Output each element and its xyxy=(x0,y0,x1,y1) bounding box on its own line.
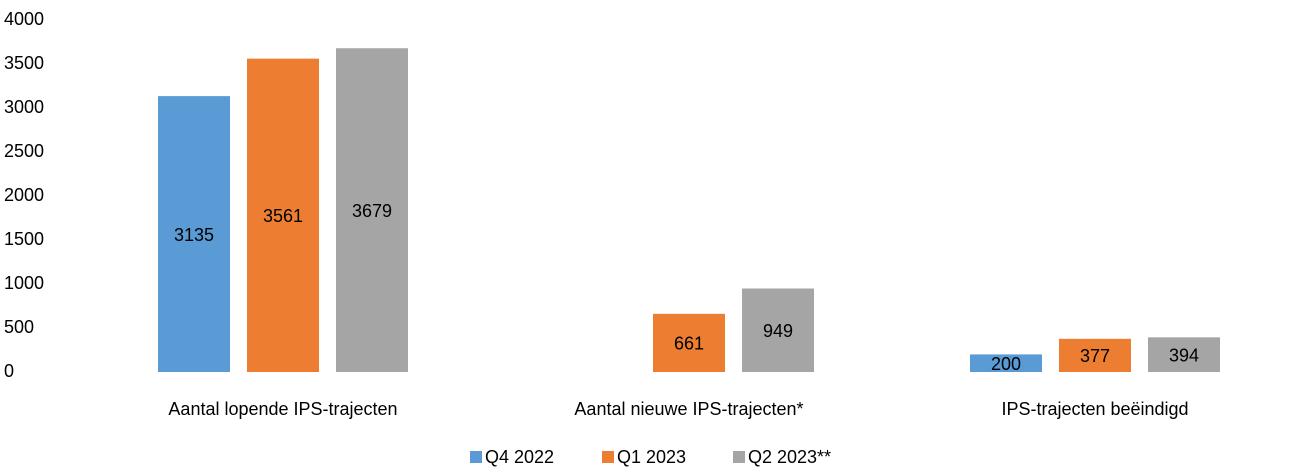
x-tick-label: Aantal nieuwe IPS-trajecten* xyxy=(574,399,803,419)
data-label: 394 xyxy=(1169,345,1199,365)
data-label: 949 xyxy=(763,321,793,341)
y-tick-label: 500 xyxy=(4,317,34,337)
bar xyxy=(336,48,408,373)
legend-swatch xyxy=(602,451,614,463)
data-label: 200 xyxy=(991,354,1021,374)
y-tick-label: 1000 xyxy=(4,273,44,293)
bar xyxy=(742,288,814,372)
bar xyxy=(653,313,725,372)
legend-label: Q4 2022 xyxy=(485,447,554,467)
legend-swatch xyxy=(733,451,745,463)
bar xyxy=(247,58,319,373)
bar xyxy=(158,96,230,373)
data-label: 3561 xyxy=(263,206,303,226)
legend-label: Q2 2023** xyxy=(748,447,831,467)
y-tick-label: 3500 xyxy=(4,53,44,73)
y-tick-label: 4000 xyxy=(4,9,44,29)
bar xyxy=(1148,337,1220,372)
data-label: 3679 xyxy=(352,201,392,221)
y-tick-label: 3000 xyxy=(4,97,44,117)
y-tick-label: 1500 xyxy=(4,229,44,249)
data-label: 3135 xyxy=(174,225,214,245)
y-tick-label: 2500 xyxy=(4,141,44,161)
x-tick-label: IPS-trajecten beëindigd xyxy=(1001,399,1188,419)
y-tick-label: 2000 xyxy=(4,185,44,205)
legend-label: Q1 2023 xyxy=(617,447,686,467)
y-tick-label: 0 xyxy=(4,361,14,381)
data-label: 661 xyxy=(674,334,704,354)
legend-swatch xyxy=(470,451,482,463)
x-tick-label: Aantal lopende IPS-trajecten xyxy=(168,399,397,419)
bar xyxy=(1059,338,1131,372)
data-label: 377 xyxy=(1080,346,1110,366)
bar xyxy=(970,354,1042,372)
